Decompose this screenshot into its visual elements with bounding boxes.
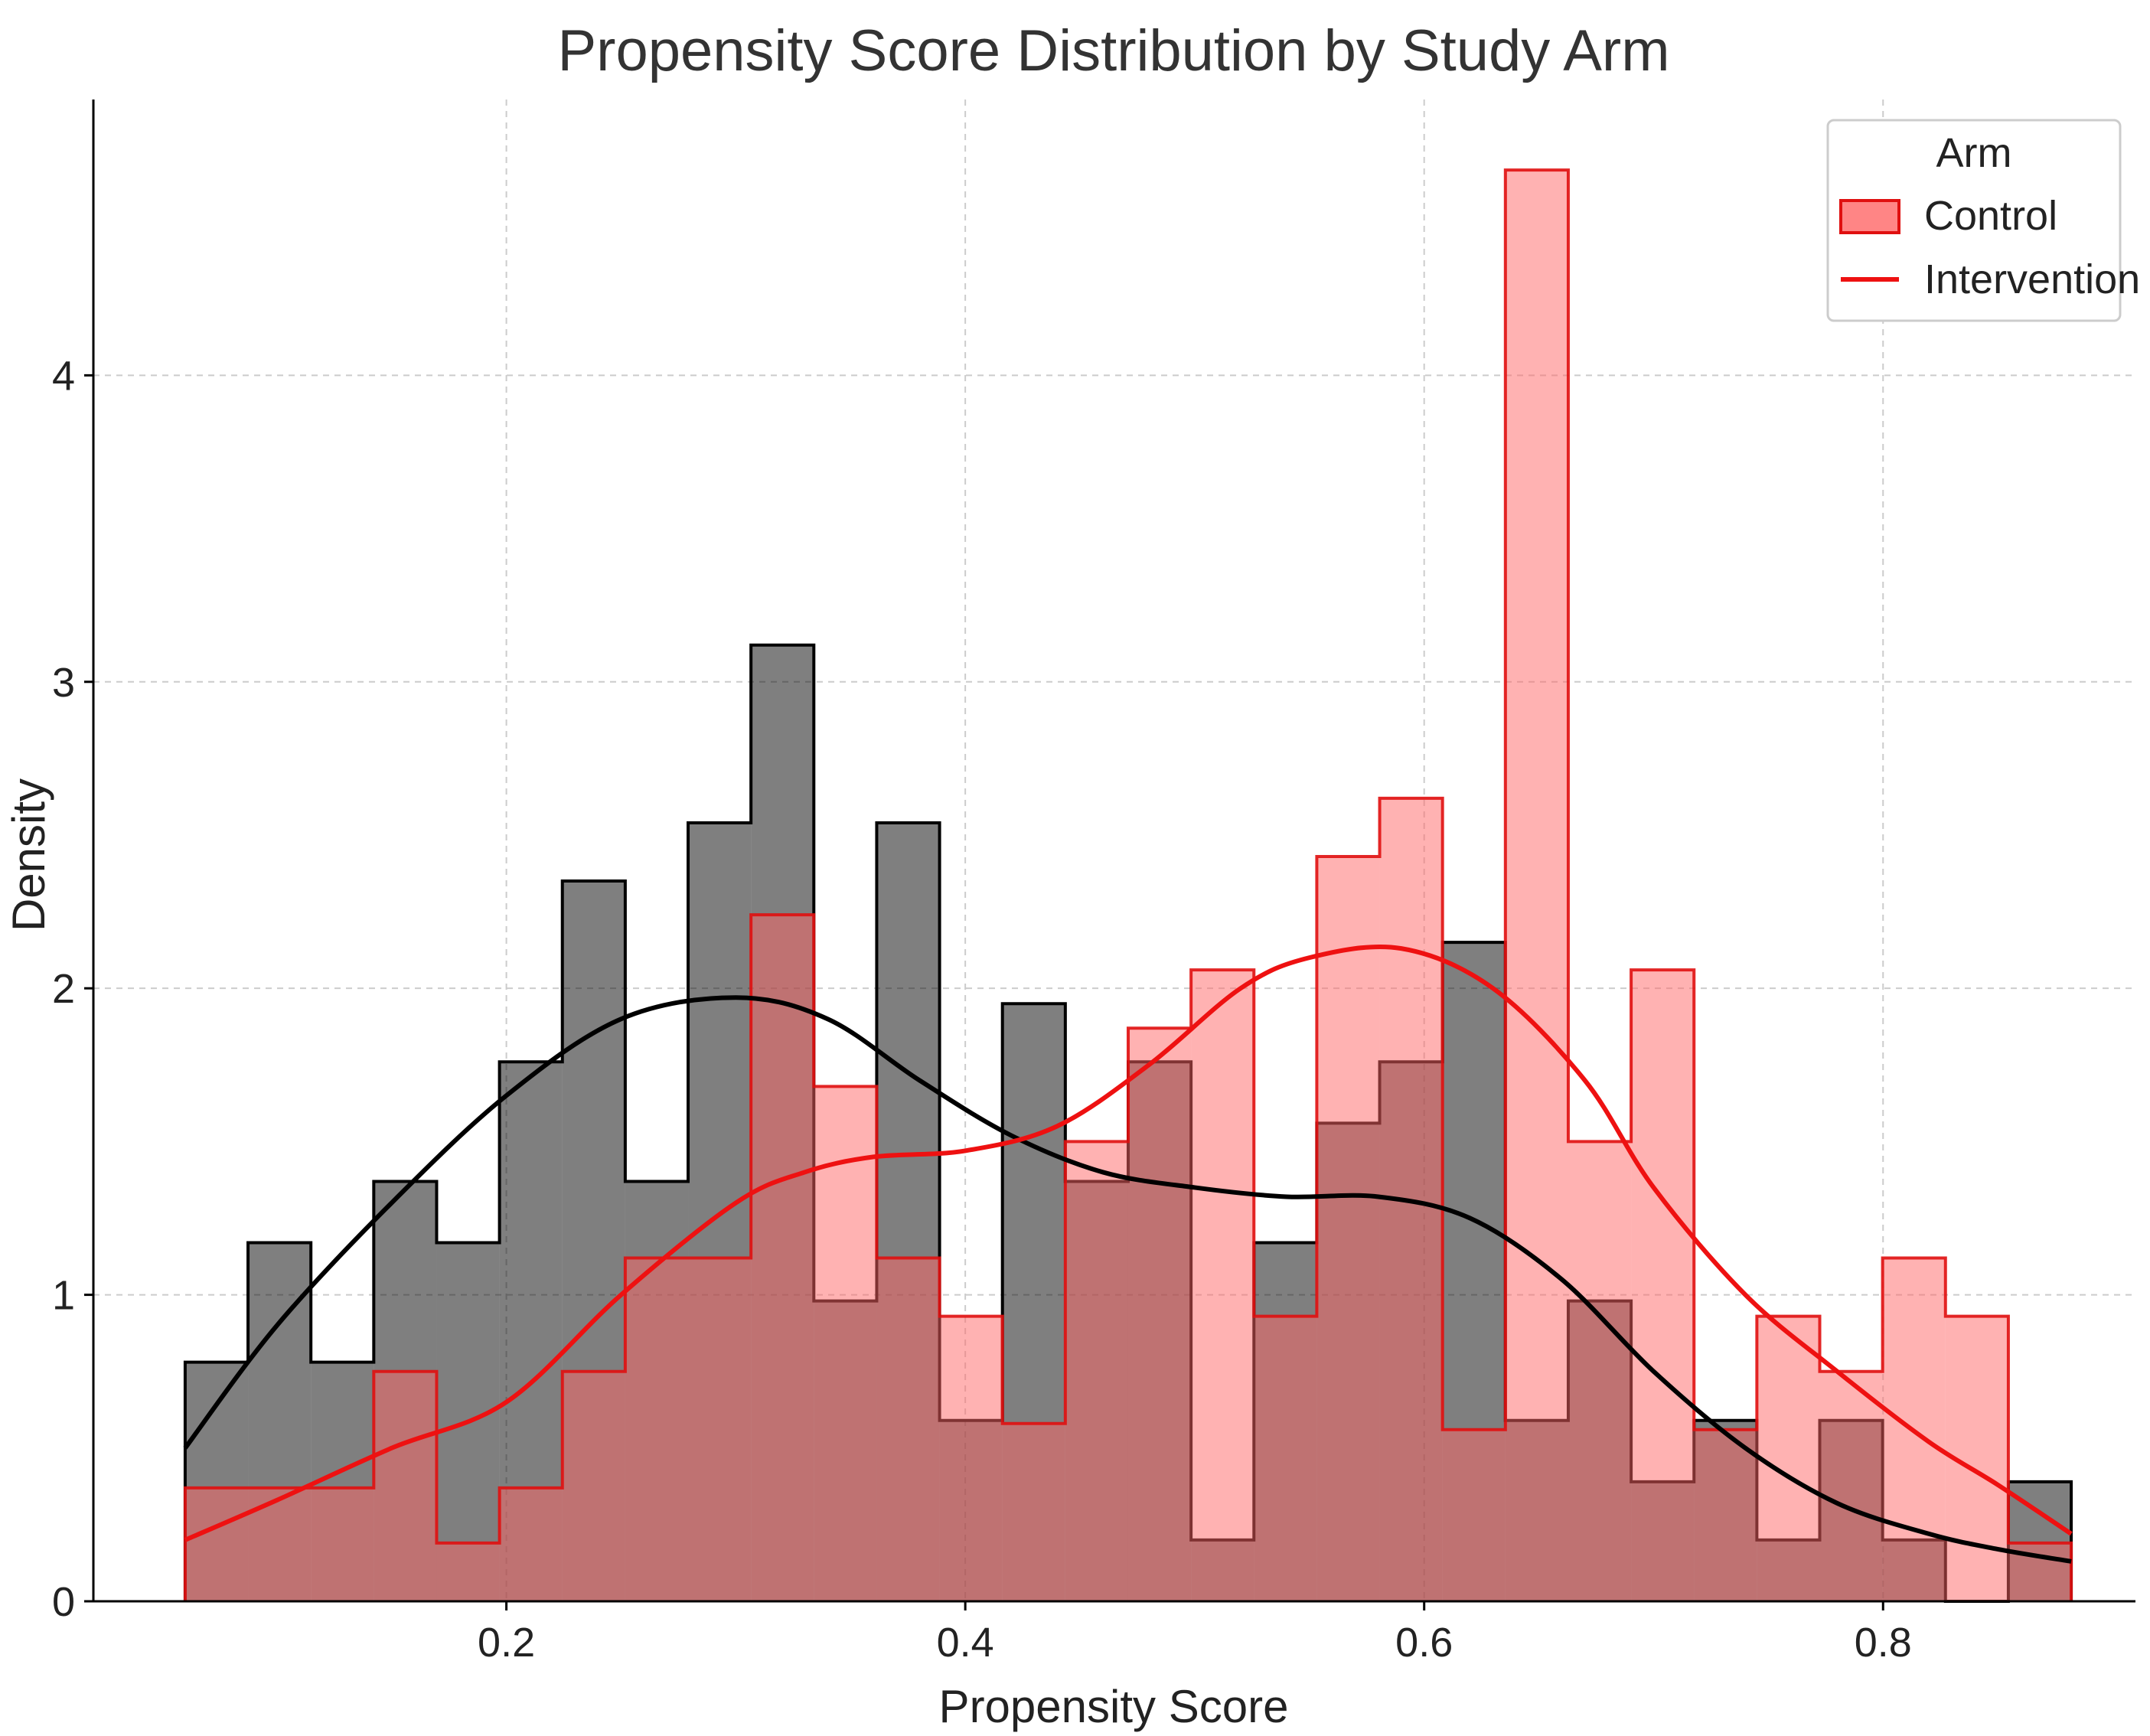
- control-bar: [814, 1086, 877, 1601]
- legend-control-swatch: [1839, 199, 1900, 234]
- control-bar: [248, 1487, 312, 1601]
- legend-title: Arm: [1936, 130, 2012, 176]
- control-bars: [183, 168, 2073, 1601]
- control-bar: [184, 1487, 249, 1601]
- control-bar: [1254, 1316, 1317, 1601]
- legend: Arm Control Intervention: [1826, 119, 2140, 322]
- x-tick-label: 0.4: [937, 1620, 994, 1666]
- control-bar: [1316, 857, 1380, 1601]
- control-bar: [625, 1258, 689, 1601]
- control-bar: [1002, 1423, 1065, 1601]
- control-kde-line: [184, 944, 2073, 1542]
- control-bar: [374, 1371, 437, 1601]
- legend-frame: [1826, 119, 2122, 322]
- control-bar: [1819, 1371, 1883, 1601]
- control-bar: [939, 1316, 1003, 1601]
- legend-intervention-label: Intervention: [1924, 256, 2140, 302]
- control-bar: [1757, 1316, 1820, 1601]
- control-bar: [1631, 970, 1695, 1601]
- kde-curves: [183, 944, 2073, 1564]
- y-axis-label: Density: [3, 778, 54, 932]
- control-bar: [562, 1371, 625, 1601]
- x-axis-label: Propensity Score: [939, 1681, 1289, 1732]
- y-tick-label: 3: [52, 660, 75, 706]
- control-bar: [499, 1487, 563, 1601]
- y-tick-label: 1: [52, 1273, 75, 1319]
- control-bar: [1065, 1141, 1128, 1601]
- tick-labels: 0.2 0.4 0.6 0.8 0 1 2 3 4: [52, 353, 1912, 1666]
- control-bar: [1442, 1429, 1506, 1601]
- y-tick-label: 0: [52, 1579, 75, 1625]
- control-bar: [1505, 170, 1568, 1601]
- control-bar: [688, 1258, 752, 1601]
- axes: [92, 100, 2135, 1603]
- treatment-kde-line: [183, 995, 2072, 1564]
- legend-control-label: Control: [1924, 193, 2057, 239]
- control-bar: [751, 915, 814, 1601]
- x-tick-label: 0.6: [1395, 1620, 1453, 1666]
- x-tick-label: 0.2: [478, 1620, 535, 1666]
- control-bar: [1191, 970, 1254, 1601]
- y-tick-label: 4: [52, 353, 75, 399]
- chart-title: Propensity Score Distribution by Study A…: [557, 18, 1669, 83]
- x-tick-label: 0.8: [1855, 1620, 1912, 1666]
- control-bar: [311, 1487, 374, 1601]
- control-bar: [876, 1258, 940, 1601]
- y-tick-label: 2: [52, 966, 75, 1012]
- control-bar: [1568, 1141, 1632, 1601]
- control-bar: [1127, 1028, 1192, 1601]
- control-bar: [436, 1542, 500, 1601]
- control-bar: [1694, 1429, 1757, 1601]
